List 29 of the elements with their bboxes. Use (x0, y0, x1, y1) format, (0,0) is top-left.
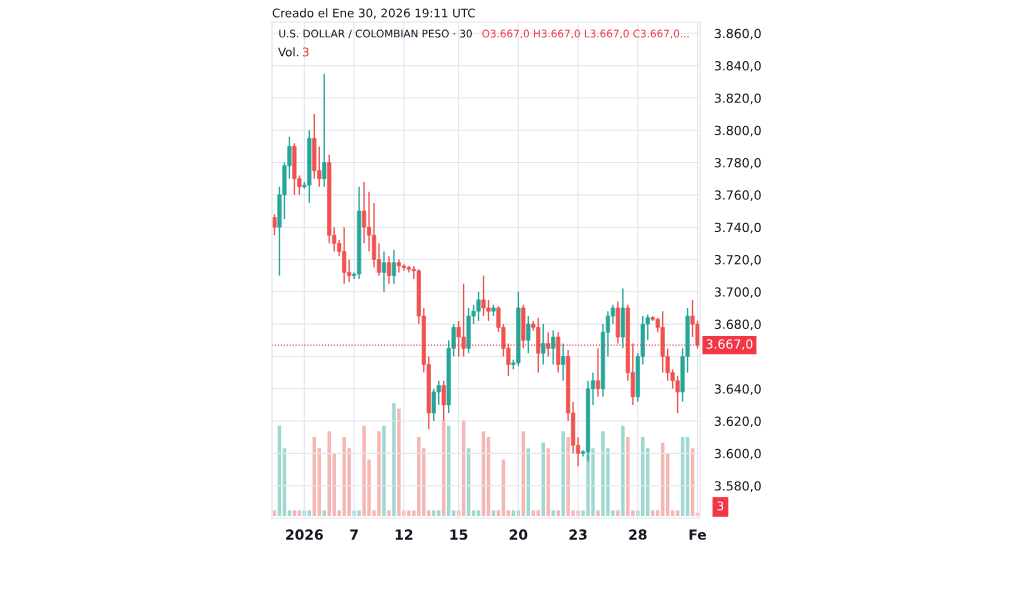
x-tick-label: 7 (350, 529, 358, 540)
x-tick-label: 15 (450, 529, 468, 540)
chart-title: Vol. (278, 47, 299, 57)
x-tick-label: 2026 (286, 529, 323, 540)
text: 3 (302, 47, 309, 57)
y-tick-label: 3.720,0 (714, 254, 761, 266)
text: U.S. DOLLAR / COLOMBIAN PESO · 30 (279, 29, 472, 39)
annotation: O3.667,0 H3.667,0 L3.667,0 C3.667,0... (482, 29, 689, 39)
y-tick-label: 3.680,0 (714, 319, 761, 331)
y-tick-label: 3.760,0 (714, 190, 761, 202)
y-tick-label: 3.640,0 (714, 384, 761, 395)
text: 3 (717, 501, 724, 511)
x-tick-label: 28 (629, 529, 647, 540)
y-tick-label: 3.860,0 (714, 28, 761, 40)
x-tick-label: Fe (689, 529, 707, 540)
x-tick-label: 12 (395, 529, 413, 540)
y-tick-label: 3.800,0 (714, 125, 761, 137)
y-tick-label: 3.600,0 (714, 448, 761, 460)
x-tick-label: 20 (509, 529, 528, 540)
text: Creado el Ene 30, 2026 19:11 UTC (272, 8, 475, 19)
x-tick-label: 23 (569, 529, 587, 540)
y-tick-label: 3.580,0 (714, 481, 761, 492)
y-tick-label: 3.780,0 (714, 158, 761, 169)
y-tick-label: 3.740,0 (714, 222, 761, 234)
y-tick-label: 3.840,0 (714, 61, 761, 72)
y-tick-label: 3.700,0 (714, 287, 761, 299)
ref-line-label: 3.667,0 (706, 339, 753, 351)
y-tick-label: 3.620,0 (714, 416, 761, 428)
y-tick-label: 3.820,0 (714, 93, 761, 105)
